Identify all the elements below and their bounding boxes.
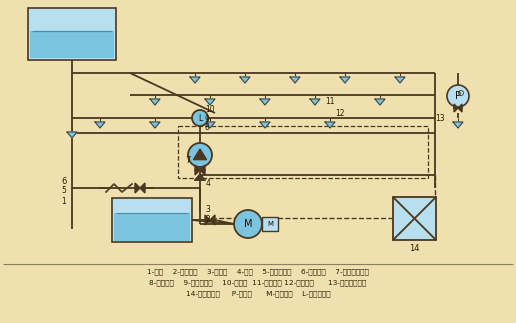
Text: 3: 3 <box>205 204 211 214</box>
Polygon shape <box>395 77 405 83</box>
Text: 1-水池    2-消防水泵    3-止回阀    4-间阀    5-水泵接合器    6-消防水筱    7-湿式报警阀组: 1-水池 2-消防水泵 3-止回阀 4-间阀 5-水泵接合器 6-消防水筱 7-… <box>147 269 369 275</box>
Polygon shape <box>310 99 320 105</box>
Polygon shape <box>95 122 105 128</box>
Text: 7: 7 <box>185 155 191 164</box>
Polygon shape <box>190 77 200 83</box>
Polygon shape <box>260 122 270 128</box>
Polygon shape <box>454 104 458 112</box>
Text: 13: 13 <box>435 113 445 122</box>
Polygon shape <box>150 99 160 105</box>
Polygon shape <box>200 165 205 175</box>
Text: 12: 12 <box>335 109 345 118</box>
Text: 10: 10 <box>205 105 215 113</box>
Polygon shape <box>325 122 335 128</box>
Circle shape <box>192 110 208 126</box>
Polygon shape <box>194 149 206 160</box>
Text: L: L <box>198 113 202 122</box>
Text: 6: 6 <box>61 176 67 185</box>
Polygon shape <box>240 77 250 83</box>
Circle shape <box>447 85 469 107</box>
Polygon shape <box>135 183 140 193</box>
Text: P: P <box>455 91 461 101</box>
Polygon shape <box>67 132 77 138</box>
Polygon shape <box>205 99 215 105</box>
Bar <box>262 217 278 231</box>
Bar <box>393 197 436 240</box>
Bar <box>178 126 428 178</box>
Polygon shape <box>260 99 270 105</box>
Text: M: M <box>267 221 273 227</box>
Text: 2: 2 <box>205 214 211 224</box>
Polygon shape <box>458 104 462 112</box>
Polygon shape <box>210 215 215 225</box>
Text: 8-配水干管    9-水流指示器    10-配水管  11-配水支管 12-闭式嘴头      13-末端试水装置: 8-配水干管 9-水流指示器 10-配水管 11-配水支管 12-闭式嘴头 13… <box>149 280 367 286</box>
Polygon shape <box>195 165 200 175</box>
Text: 5
1: 5 1 <box>61 186 67 206</box>
Polygon shape <box>290 77 300 83</box>
Text: 14-报警控制器     P-压力表      M-驱动电机    L-水流指示器: 14-报警控制器 P-压力表 M-驱动电机 L-水流指示器 <box>186 291 330 297</box>
Polygon shape <box>340 77 350 83</box>
Circle shape <box>188 143 212 167</box>
Polygon shape <box>375 99 385 105</box>
Polygon shape <box>205 122 215 128</box>
Text: 9: 9 <box>204 114 209 123</box>
Polygon shape <box>150 122 160 128</box>
Polygon shape <box>453 122 463 128</box>
Text: 4: 4 <box>205 179 211 187</box>
Bar <box>114 214 190 241</box>
Circle shape <box>234 210 262 238</box>
Text: M: M <box>244 219 252 229</box>
Text: 14: 14 <box>409 244 419 253</box>
Polygon shape <box>195 174 205 180</box>
Text: 8: 8 <box>205 122 209 131</box>
Bar <box>112 198 192 242</box>
Bar <box>30 31 114 58</box>
Polygon shape <box>205 215 210 225</box>
Text: 11: 11 <box>325 97 335 106</box>
Bar <box>28 8 116 60</box>
Polygon shape <box>140 183 145 193</box>
